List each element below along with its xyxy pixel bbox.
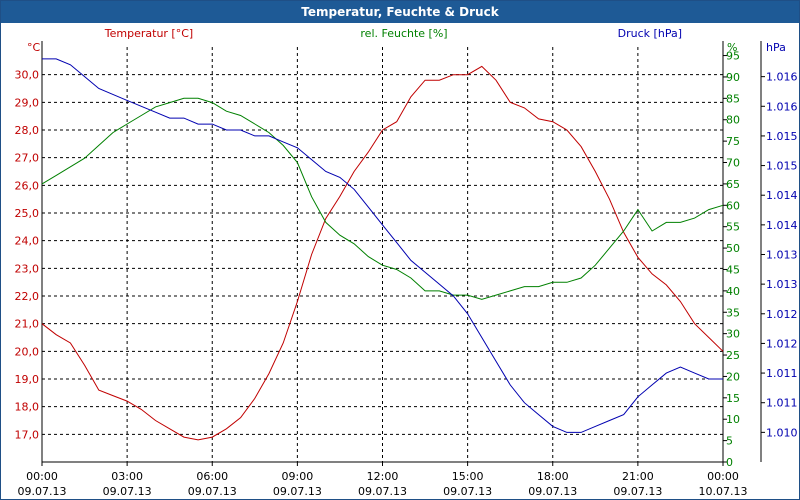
- pressure-tick-label: 1.014: [766, 189, 798, 202]
- x-tick-date-label: 09.07.13: [103, 485, 152, 498]
- humidity-series-line: [41, 97, 724, 300]
- temperature-tick-label: 20,0: [15, 345, 40, 358]
- humidity-tick-label: 50: [726, 242, 740, 255]
- humidity-tick-label: 95: [726, 50, 740, 63]
- humidity-tick-label: 65: [726, 178, 740, 191]
- humidity-tick-label: 15: [726, 392, 740, 405]
- pressure-tick-label: 1.011: [766, 367, 798, 380]
- humidity-tick-label: 55: [726, 221, 740, 234]
- temperature-tick-label: 17,0: [15, 428, 40, 441]
- humidity-tick-label: 85: [726, 92, 740, 105]
- pressure-tick-label: 1.016: [766, 100, 798, 113]
- x-tick-time-label: 18:00: [537, 470, 569, 483]
- humidity-tick-label: 70: [726, 157, 740, 170]
- pressure-unit-label: hPa: [766, 41, 786, 54]
- humidity-tick-label: 45: [726, 263, 740, 276]
- humidity-tick-label: 30: [726, 328, 740, 341]
- pressure-series-line: [42, 58, 723, 433]
- humidity-tick-label: 10: [726, 413, 740, 426]
- pressure-tick-label: 1.012: [766, 337, 798, 350]
- pressure-tick-label: 1.012: [766, 308, 798, 321]
- temperature-tick-label: 21,0: [15, 318, 40, 331]
- humidity-tick-label: 35: [726, 306, 740, 319]
- humidity-tick-label: 60: [726, 199, 740, 212]
- window-title: Temperatur, Feuchte & Druck: [1, 1, 799, 23]
- x-tick-date-label: 09.07.13: [613, 485, 662, 498]
- temperature-tick-label: 23,0: [15, 262, 40, 275]
- x-tick-time-label: 00:00: [26, 470, 58, 483]
- temperature-tick-label: 18,0: [15, 401, 40, 414]
- pressure-tick-label: 1.013: [766, 249, 798, 262]
- x-tick-date-label: 09.07.13: [443, 485, 492, 498]
- temperature-series-line: [41, 65, 724, 441]
- pressure-tick-label: 1.010: [766, 426, 798, 439]
- humidity-tick-label: 20: [726, 370, 740, 383]
- pressure-tick-label: 1.014: [766, 219, 798, 232]
- humidity-axis-title: rel. Feuchte [%]: [360, 27, 447, 40]
- pressure-tick-label: 1.015: [766, 160, 798, 173]
- humidity-tick-label: 0: [726, 456, 733, 469]
- humidity-tick-label: 90: [726, 71, 740, 84]
- temperature-tick-label: 19,0: [15, 373, 40, 386]
- temperature-tick-label: 28,0: [15, 124, 40, 137]
- humidity-tick-label: 5: [726, 435, 733, 448]
- temperature-tick-label: 22,0: [15, 290, 40, 303]
- humidity-tick-label: 40: [726, 285, 740, 298]
- pressure-axis-title: Druck [hPa]: [618, 27, 682, 40]
- x-tick-date-label: 09.07.13: [18, 485, 67, 498]
- humidity-tick-label: 80: [726, 114, 740, 127]
- x-tick-time-label: 12:00: [367, 470, 399, 483]
- temperature-axis-title: Temperatur [°C]: [104, 27, 193, 40]
- humidity-unit-label: %: [727, 41, 737, 54]
- x-tick-time-label: 00:00: [707, 470, 739, 483]
- x-tick-time-label: 06:00: [196, 470, 228, 483]
- x-tick-date-label: 09.07.13: [358, 485, 407, 498]
- x-tick-time-label: 03:00: [111, 470, 143, 483]
- pressure-tick-label: 1.015: [766, 130, 798, 143]
- pressure-tick-label: 1.013: [766, 278, 798, 291]
- x-tick-date-label: 10.07.13: [699, 485, 748, 498]
- x-tick-time-label: 09:00: [282, 470, 314, 483]
- temperature-tick-label: 29,0: [15, 96, 40, 109]
- x-tick-date-label: 09.07.13: [188, 485, 237, 498]
- temperature-tick-label: 27,0: [15, 152, 40, 165]
- temperature-tick-label: 26,0: [15, 179, 40, 192]
- humidity-tick-label: 25: [726, 349, 740, 362]
- pressure-tick-label: 1.011: [766, 397, 798, 410]
- x-tick-time-label: 15:00: [452, 470, 484, 483]
- temperature-tick-label: 25,0: [15, 207, 40, 220]
- pressure-tick-label: 1.016: [766, 71, 798, 84]
- temperature-unit-label: °C: [27, 41, 41, 54]
- temperature-tick-label: 24,0: [15, 235, 40, 248]
- x-tick-date-label: 09.07.13: [273, 485, 322, 498]
- temperature-tick-label: 30,0: [15, 69, 40, 82]
- x-tick-date-label: 09.07.13: [528, 485, 577, 498]
- x-tick-time-label: 21:00: [622, 470, 654, 483]
- humidity-tick-label: 75: [726, 135, 740, 148]
